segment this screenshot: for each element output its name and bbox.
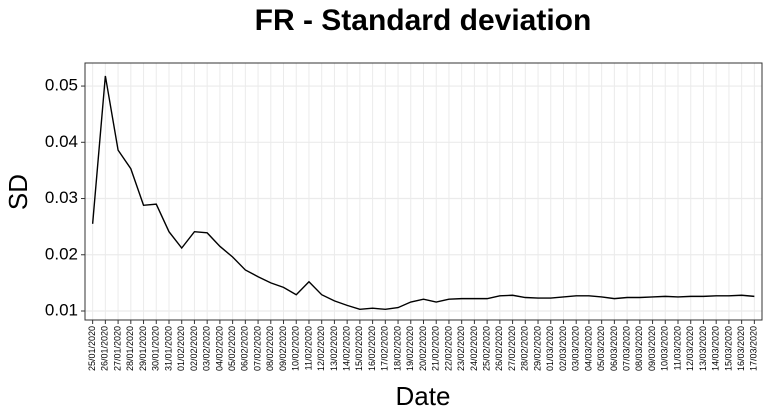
x-tick-label: 02/02/2020 — [189, 326, 199, 371]
x-tick-label: 10/03/2020 — [660, 326, 670, 371]
x-tick-label: 27/02/2020 — [507, 326, 517, 371]
x-tick-label: 19/02/2020 — [405, 326, 415, 371]
x-tick-label: 21/02/2020 — [431, 326, 441, 371]
x-tick-label: 06/02/2020 — [240, 326, 250, 371]
x-tick-label: 11/02/2020 — [303, 326, 313, 370]
x-tick-label: 03/03/2020 — [571, 326, 581, 371]
data-line — [91, 75, 755, 311]
x-tick-label: 29/02/2020 — [532, 326, 542, 371]
panel-border — [84, 62, 763, 321]
x-tick-label: 18/02/2020 — [392, 326, 402, 371]
x-tick-label: 03/02/2020 — [202, 326, 212, 371]
x-tick-label: 08/02/2020 — [265, 326, 275, 371]
x-tick-label: 17/03/2020 — [749, 326, 759, 371]
x-tick-label: 27/01/2020 — [112, 326, 122, 371]
x-tick-label: 29/01/2020 — [138, 326, 148, 371]
chart-title: FR - Standard deviation — [255, 4, 592, 37]
x-tick-label: 15/02/2020 — [354, 326, 364, 371]
x-tick-label: 12/02/2020 — [316, 326, 326, 371]
x-tick-label: 07/02/2020 — [252, 326, 262, 371]
x-tick-label: 01/03/2020 — [545, 326, 555, 371]
x-tick-label: 09/03/2020 — [647, 326, 657, 371]
y-tick-label: 0.01 — [45, 300, 78, 319]
x-tick-label: 15/03/2020 — [723, 326, 733, 371]
x-tick-label: 10/02/2020 — [291, 326, 301, 371]
x-tick-label: 07/03/2020 — [621, 326, 631, 371]
x-tick-label: 08/03/2020 — [634, 326, 644, 371]
x-tick-label: 24/02/2020 — [469, 326, 479, 371]
x-tick-label: 22/02/2020 — [443, 326, 453, 371]
x-tick-label: 09/02/2020 — [278, 326, 288, 371]
x-tick-label: 05/03/2020 — [596, 326, 606, 371]
x-tick-label: 16/03/2020 — [736, 326, 746, 371]
x-tick-label: 06/03/2020 — [609, 326, 619, 371]
x-tick-label: 01/02/2020 — [176, 326, 186, 371]
x-tick-label: 31/01/2020 — [163, 326, 173, 371]
x-tick-label: 13/02/2020 — [329, 326, 339, 371]
x-tick-label: 13/03/2020 — [698, 326, 708, 371]
y-tick-label: 0.04 — [45, 132, 78, 151]
x-tick-label: 11/03/2020 — [672, 326, 682, 370]
x-tick-label: 02/03/2020 — [558, 326, 568, 371]
x-tick-label: 04/03/2020 — [583, 326, 593, 371]
y-tick-label: 0.02 — [45, 244, 78, 263]
x-tick-label: 20/02/2020 — [418, 326, 428, 371]
x-tick-label: 17/02/2020 — [380, 326, 390, 371]
x-tick-label: 04/02/2020 — [214, 326, 224, 371]
y-tick-label: 0.05 — [45, 76, 78, 95]
x-tick-label: 28/02/2020 — [520, 326, 530, 371]
x-tick-label: 26/02/2020 — [494, 326, 504, 371]
x-tick-label: 30/01/2020 — [151, 326, 161, 371]
x-axis-label: Date — [396, 381, 451, 411]
x-tick-label: 12/03/2020 — [685, 326, 695, 371]
x-tick-label: 26/01/2020 — [100, 326, 110, 371]
x-tick-label: 14/02/2020 — [342, 326, 352, 371]
x-tick-label: 05/02/2020 — [227, 326, 237, 371]
y-tick-label: 0.03 — [45, 188, 78, 207]
x-tick-label: 25/02/2020 — [482, 326, 492, 371]
x-tick-label: 16/02/2020 — [367, 326, 377, 371]
x-tick-label: 14/03/2020 — [711, 326, 721, 371]
x-tick-label: 23/02/2020 — [456, 326, 466, 371]
y-axis-label: SD — [3, 174, 33, 210]
x-tick-label: 25/01/2020 — [87, 326, 97, 371]
x-tick-label: 28/01/2020 — [125, 326, 135, 371]
